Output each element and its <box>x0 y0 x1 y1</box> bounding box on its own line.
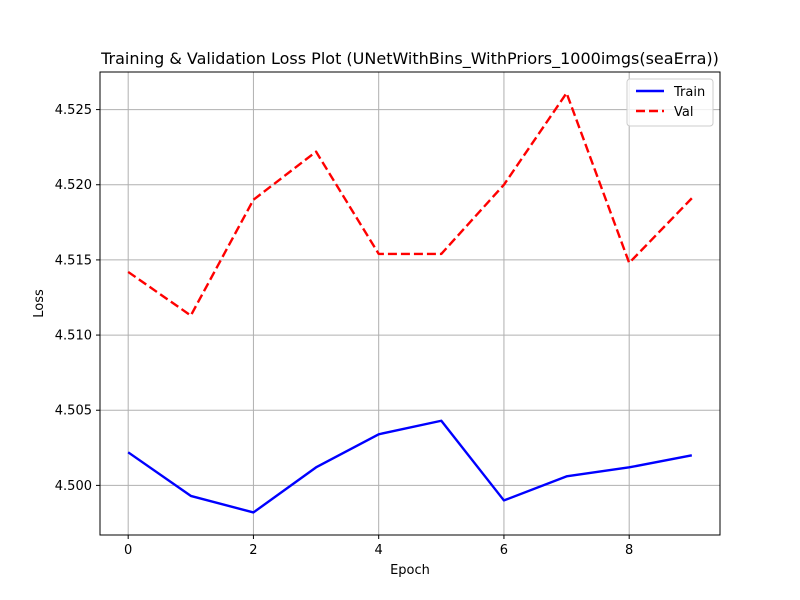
y-axis-label: Loss <box>32 289 47 318</box>
x-tick-label: 4 <box>375 543 383 558</box>
plot-frame <box>99 71 721 536</box>
y-tick-label: 4.510 <box>55 329 92 344</box>
y-tick-label: 4.500 <box>55 479 92 494</box>
legend-label-train: Train <box>673 85 705 100</box>
y-tick-label: 4.520 <box>55 178 92 193</box>
x-tick-label: 0 <box>124 543 132 558</box>
y-tick-label: 4.525 <box>55 103 92 118</box>
x-axis-label: Epoch <box>390 563 430 578</box>
series-line-train <box>127 419 693 514</box>
x-tick-label: 6 <box>500 543 508 558</box>
axis-ticks: 0 2 4 6 8 4.500 4.505 4.510 4.515 4.520 4.525 <box>55 103 634 558</box>
legend: Train Val <box>626 78 714 127</box>
y-tick-label: 4.505 <box>55 404 92 419</box>
x-tick-label: 8 <box>625 543 633 558</box>
legend-label-val: Val <box>674 105 693 120</box>
y-tick-label: 4.515 <box>55 253 92 268</box>
grid <box>100 72 720 535</box>
x-tick-label: 2 <box>249 543 257 558</box>
series-lines <box>127 91 693 514</box>
chart-title: Training & Validation Loss Plot (UNetWit… <box>100 49 719 69</box>
